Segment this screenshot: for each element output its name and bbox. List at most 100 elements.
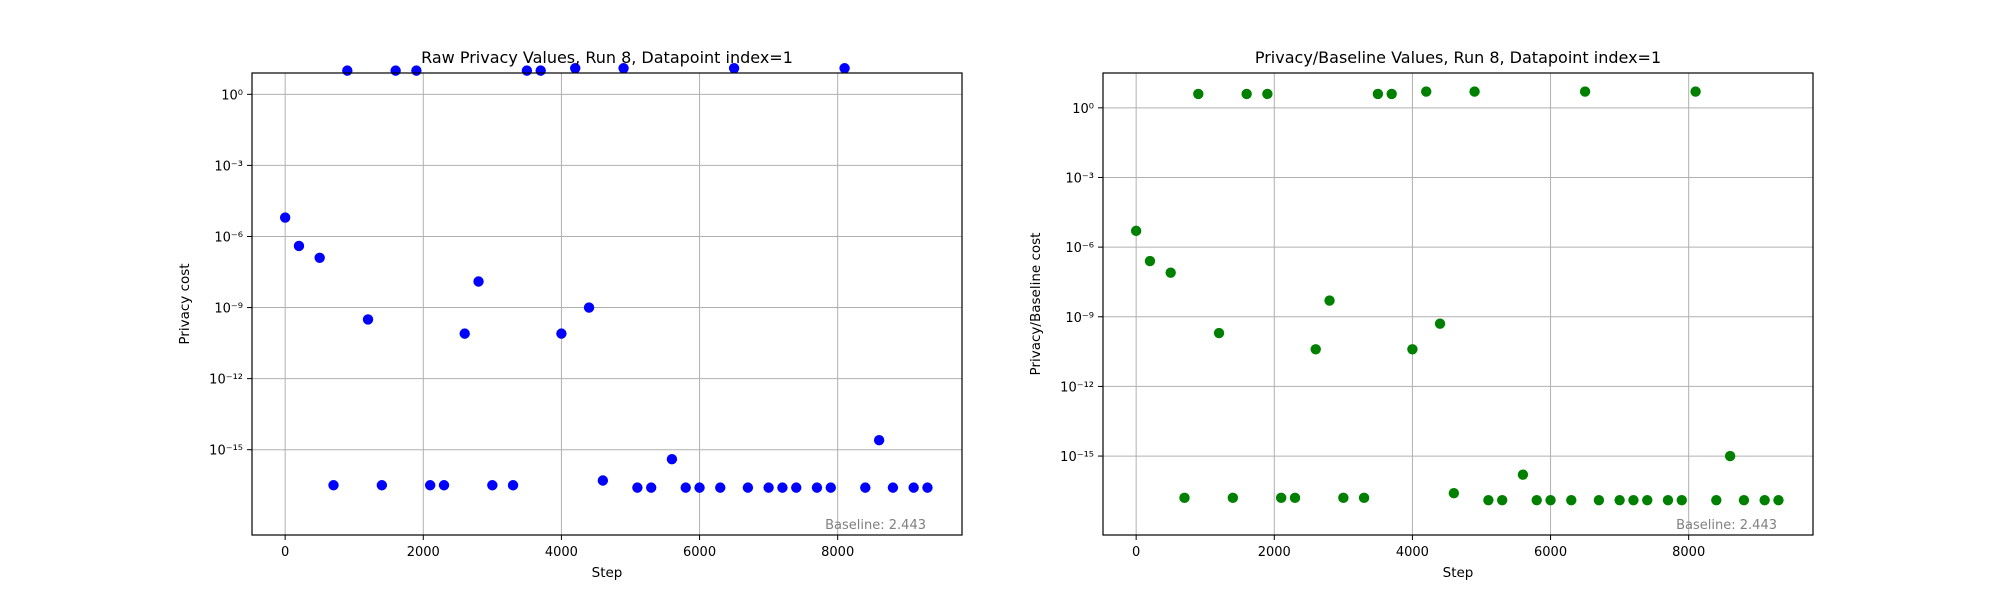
data-point: [328, 480, 339, 491]
y-tick-label: 10⁻¹⁵: [1060, 450, 1094, 465]
data-point: [1690, 86, 1701, 97]
data-point: [763, 482, 774, 493]
data-point: [1241, 88, 1252, 100]
x-tick-label: 8000: [1672, 545, 1705, 560]
data-point: [922, 482, 933, 493]
data-point: [1386, 88, 1397, 100]
data-point: [666, 453, 678, 465]
data-point: [1773, 494, 1784, 506]
y-tick-label: 10⁻⁹: [214, 302, 243, 317]
x-axis-label: Step: [1443, 565, 1474, 581]
data-point: [1448, 488, 1460, 499]
data-point: [742, 482, 754, 493]
data-point: [839, 63, 850, 74]
data-point: [1275, 492, 1287, 504]
chart-title: Privacy/Baseline Values, Run 8, Datapoin…: [1255, 48, 1661, 67]
y-axis-label: Privacy/Baseline cost: [1028, 233, 1044, 376]
data-point: [1324, 295, 1335, 306]
data-point: [1676, 494, 1687, 506]
data-point: [1497, 494, 1508, 506]
x-tick-label: 4000: [545, 545, 578, 560]
data-point: [314, 252, 325, 263]
data-point: [1642, 494, 1653, 506]
data-point: [1724, 450, 1736, 462]
y-tick-label: 10⁻¹²: [209, 373, 243, 388]
data-point: [1407, 344, 1418, 355]
data-point: [811, 482, 823, 493]
data-point: [1469, 86, 1480, 97]
data-point: [1421, 86, 1432, 97]
data-point: [1130, 225, 1142, 237]
data-point: [728, 63, 740, 74]
y-tick-label: 10⁻¹²: [1060, 380, 1094, 395]
y-tick-label: 10⁻⁹: [1065, 311, 1094, 326]
data-point: [1579, 86, 1591, 97]
y-tick-label: 10⁻⁶: [214, 230, 243, 245]
data-point: [1593, 494, 1605, 506]
data-point: [1179, 492, 1190, 504]
x-tick-label: 0: [281, 545, 289, 560]
data-point: [1566, 494, 1577, 506]
data-point: [887, 482, 899, 493]
data-point: [1213, 327, 1225, 339]
x-tick-label: 4000: [1396, 545, 1429, 560]
x-tick-label: 0: [1132, 545, 1140, 560]
data-point: [1310, 344, 1321, 355]
data-point: [825, 482, 836, 493]
y-tick-label: 10⁻³: [214, 159, 243, 174]
data-point: [1759, 494, 1770, 506]
baseline-annotation: Baseline: 2.443: [825, 518, 926, 533]
x-tick-label: 6000: [683, 545, 716, 560]
data-point: [1289, 492, 1301, 504]
data-point: [507, 480, 519, 491]
data-point: [1262, 88, 1273, 100]
data-point: [1662, 494, 1674, 506]
data-point: [1517, 469, 1529, 480]
plot-frame: [1102, 72, 1814, 536]
data-point: [438, 480, 450, 491]
data-point: [1165, 267, 1176, 278]
data-point: [1372, 88, 1384, 100]
data-point: [1628, 494, 1639, 506]
data-point: [390, 65, 401, 76]
x-tick-label: 8000: [821, 545, 854, 560]
data-point: [1711, 494, 1722, 506]
data-point: [632, 482, 643, 493]
data-point: [342, 65, 353, 76]
data-point: [680, 482, 691, 493]
data-point: [1144, 255, 1156, 267]
data-point: [777, 482, 788, 493]
data-point: [583, 302, 595, 313]
data-point: [556, 328, 567, 339]
data-point: [1434, 318, 1446, 329]
x-axis-label: Step: [592, 565, 623, 581]
baseline-annotation: Baseline: 2.443: [1676, 518, 1777, 533]
chart-title: Raw Privacy Values, Run 8, Datapoint ind…: [421, 48, 793, 67]
y-tick-label: 10⁰: [1072, 102, 1094, 117]
data-point: [860, 482, 871, 493]
y-axis-label: Privacy cost: [177, 263, 193, 344]
data-point: [1193, 88, 1204, 100]
data-point: [1738, 494, 1750, 506]
data-point: [424, 480, 436, 491]
data-point: [293, 240, 305, 252]
y-tick-label: 10⁻⁶: [1065, 241, 1094, 256]
data-point: [411, 65, 422, 76]
plot-frame: [251, 72, 963, 536]
data-point: [570, 63, 581, 74]
y-tick-label: 10⁻³: [1065, 171, 1094, 186]
data-point: [1483, 494, 1494, 506]
data-point: [1358, 492, 1370, 504]
data-point: [597, 475, 609, 486]
data-point: [1227, 492, 1239, 504]
data-point: [873, 435, 885, 446]
data-point: [459, 328, 470, 339]
x-tick-label: 2000: [407, 545, 440, 560]
data-point: [791, 482, 802, 493]
data-point: [473, 276, 484, 287]
data-point: [1614, 494, 1625, 506]
data-point: [646, 482, 657, 493]
data-point: [362, 314, 374, 325]
y-tick-label: 10⁰: [221, 88, 243, 103]
y-tick-label: 10⁻¹⁵: [209, 444, 243, 459]
